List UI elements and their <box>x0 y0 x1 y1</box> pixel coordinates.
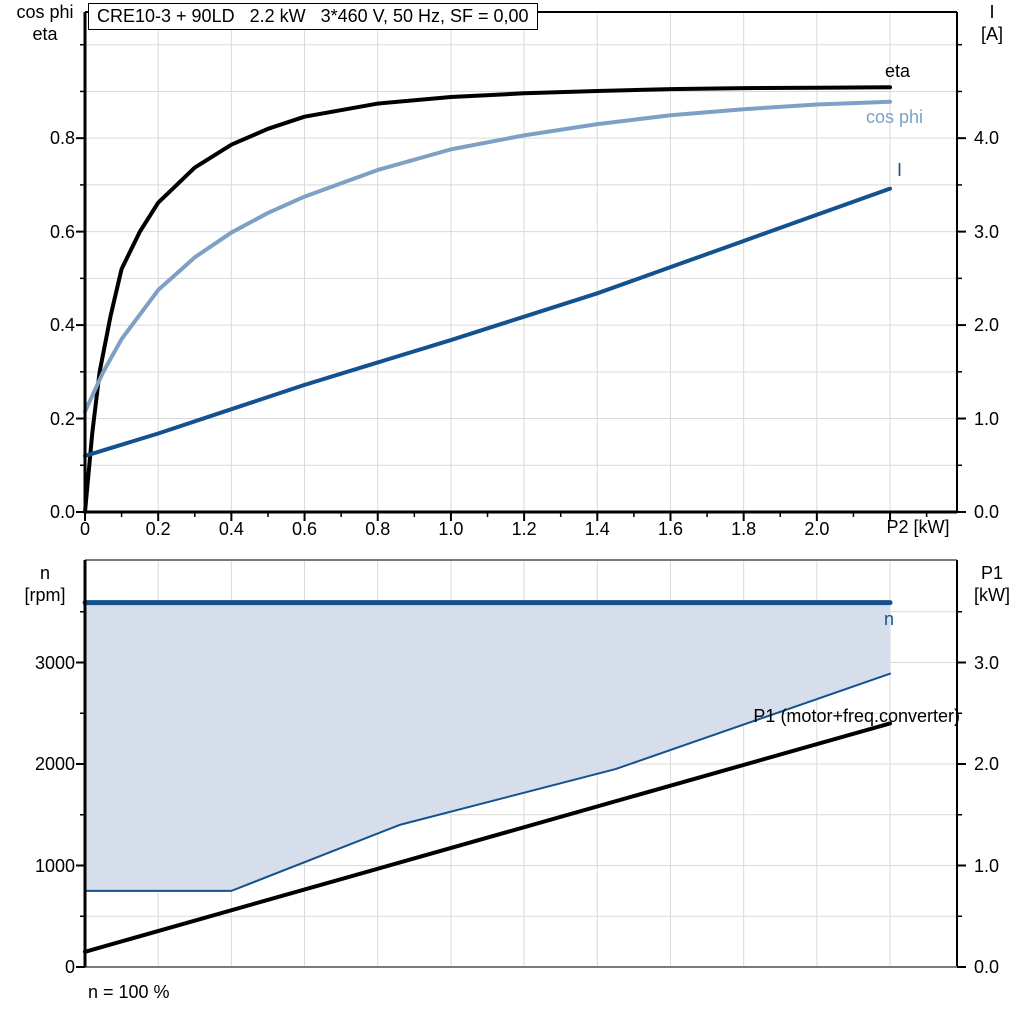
axis-title-cos-phi: cos phi <box>16 2 74 22</box>
bottom-left-axis-title: n [rpm] <box>6 562 84 606</box>
tick-label: 0.8 <box>49 128 75 149</box>
tick-label: 1000 <box>34 855 75 876</box>
tick-label: 2.0 <box>974 754 1000 774</box>
tick-label: 2000 <box>34 754 75 774</box>
tick-label: 1.8 <box>731 519 757 539</box>
axis-title-eta: eta <box>32 24 58 44</box>
n-curve-label: n <box>884 609 895 629</box>
tick-label: 0.2 <box>145 519 171 539</box>
tick-label: 0.0 <box>974 957 1000 977</box>
cos-phi-curve-label: cos phi <box>866 107 924 127</box>
axis-title-rpm-unit: [rpm] <box>24 585 66 605</box>
axis-title-ampere-unit: [A] <box>980 24 1003 44</box>
x-axis-title-p2: P2 [kW] <box>886 517 950 537</box>
top-right-axis-title: I [A] <box>963 1 1021 45</box>
tick-label: 2.0 <box>804 519 830 539</box>
tick-label: 1.0 <box>974 408 1000 429</box>
eta-curve-label: eta <box>885 61 911 81</box>
tick-label: 4.0 <box>974 128 1000 149</box>
axis-title-current: I <box>989 2 995 22</box>
tick-label: 0.4 <box>218 519 244 539</box>
speed-footnote-label: n = 100 % <box>88 982 170 1002</box>
tick-label: 0 <box>79 519 90 539</box>
current-curve-label: I <box>897 160 903 180</box>
tick-label: 1.4 <box>584 519 610 539</box>
tick-label: 0 <box>64 957 75 977</box>
tick-label: 1.0 <box>974 855 1000 876</box>
tick-label: 3000 <box>34 652 75 673</box>
tick-label: 1.2 <box>511 519 537 539</box>
tick-label: 3.0 <box>974 652 1000 673</box>
axis-title-kw-unit: [kW] <box>974 585 1010 605</box>
tick-label: 0.6 <box>292 519 318 539</box>
tick-label: 1.6 <box>657 519 683 539</box>
tick-label: 2.0 <box>974 315 1000 336</box>
axis-title-n: n <box>39 563 50 583</box>
axis-title-p1: P1 <box>980 563 1004 583</box>
tick-label: 0.8 <box>365 519 391 539</box>
top-left-axis-title: cos phi eta <box>6 1 84 45</box>
tick-label: 0.6 <box>49 221 75 242</box>
tick-label: 0.4 <box>49 315 75 336</box>
tick-label: 0.0 <box>974 502 1000 522</box>
p1-curve-label: P1 (motor+freq.converter) <box>753 706 960 726</box>
tick-label: 1.0 <box>438 519 464 539</box>
bottom-right-axis-title: P1 [kW] <box>963 562 1021 606</box>
tick-label: 3.0 <box>974 221 1000 242</box>
tick-label: 0.2 <box>49 408 75 429</box>
chart-title-box: CRE10-3 + 90LD 2.2 kW 3*460 V, 50 Hz, SF… <box>88 3 538 30</box>
tick-label: 0.0 <box>49 502 75 522</box>
